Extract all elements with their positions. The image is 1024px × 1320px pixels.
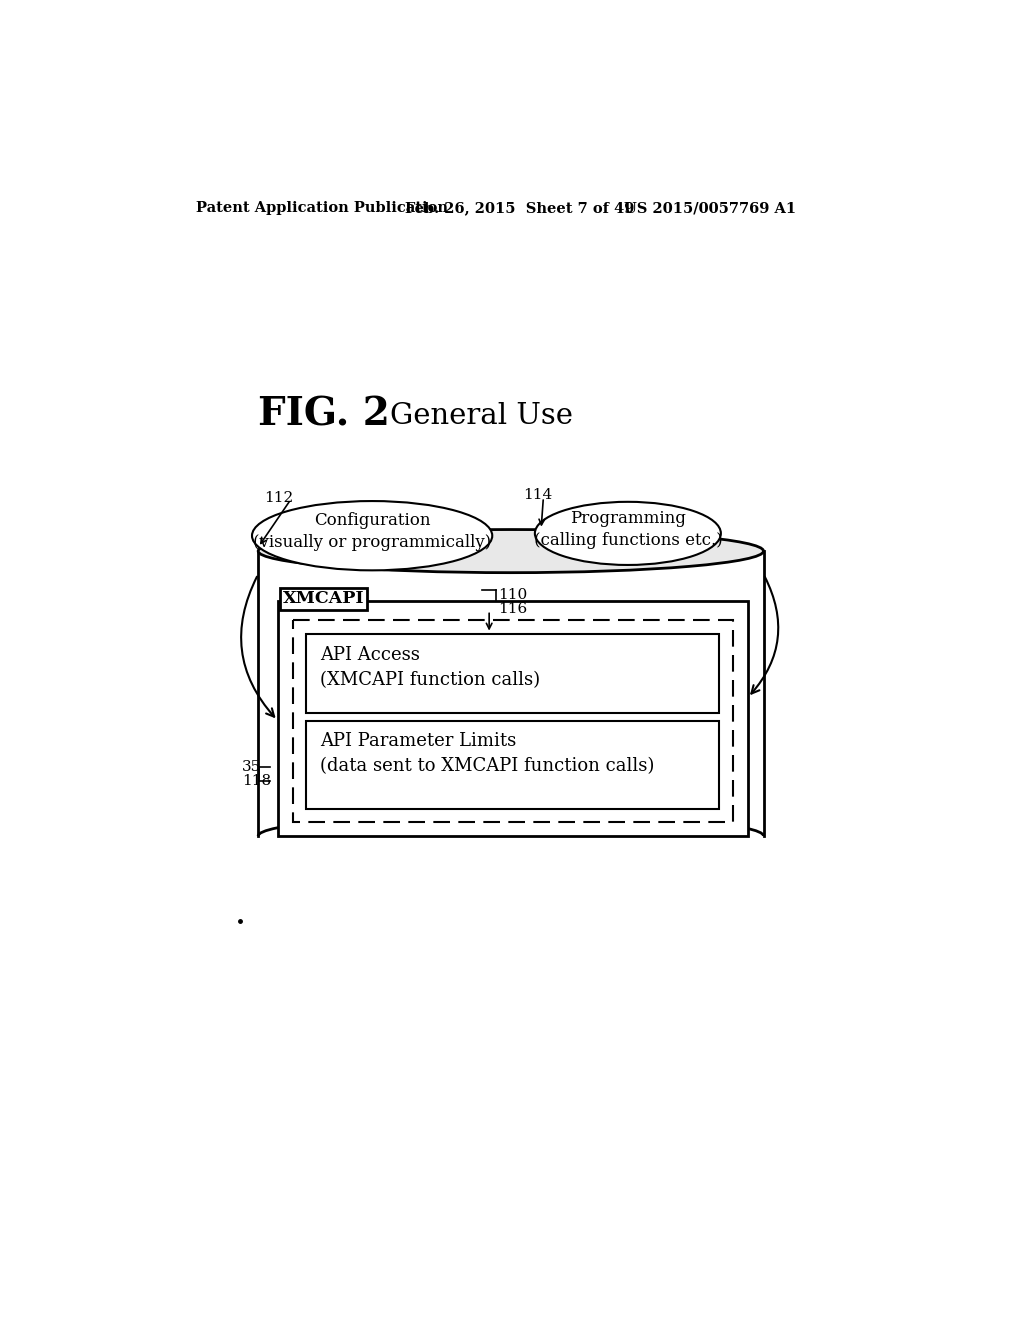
Ellipse shape xyxy=(535,502,721,565)
Bar xyxy=(306,635,719,713)
Bar xyxy=(293,620,732,822)
Text: Patent Application Publication: Patent Application Publication xyxy=(197,202,449,215)
Text: 116: 116 xyxy=(499,602,527,616)
FancyArrowPatch shape xyxy=(241,577,274,717)
Bar xyxy=(306,721,719,809)
Text: Programming
(calling functions etc.): Programming (calling functions etc.) xyxy=(534,510,722,549)
Bar xyxy=(278,601,748,836)
Text: General Use: General Use xyxy=(390,401,573,430)
Text: API Access
(XMCAPI function calls): API Access (XMCAPI function calls) xyxy=(321,645,541,689)
Text: 110: 110 xyxy=(499,589,527,602)
Text: 35: 35 xyxy=(242,760,261,774)
Bar xyxy=(280,589,367,610)
Text: FIG. 2: FIG. 2 xyxy=(258,396,390,433)
Text: API Parameter Limits
(data sent to XMCAPI function calls): API Parameter Limits (data sent to XMCAP… xyxy=(321,733,654,775)
FancyArrowPatch shape xyxy=(752,577,778,693)
Text: 118: 118 xyxy=(242,774,271,788)
Ellipse shape xyxy=(258,529,764,573)
Text: Configuration
(visually or programmically): Configuration (visually or programmicall… xyxy=(253,512,492,552)
Text: 114: 114 xyxy=(523,488,553,502)
Text: 112: 112 xyxy=(264,491,294,506)
Text: XMCAPI: XMCAPI xyxy=(283,590,365,607)
Ellipse shape xyxy=(252,502,493,570)
Text: Feb. 26, 2015  Sheet 7 of 49: Feb. 26, 2015 Sheet 7 of 49 xyxy=(406,202,635,215)
Text: US 2015/0057769 A1: US 2015/0057769 A1 xyxy=(624,202,796,215)
